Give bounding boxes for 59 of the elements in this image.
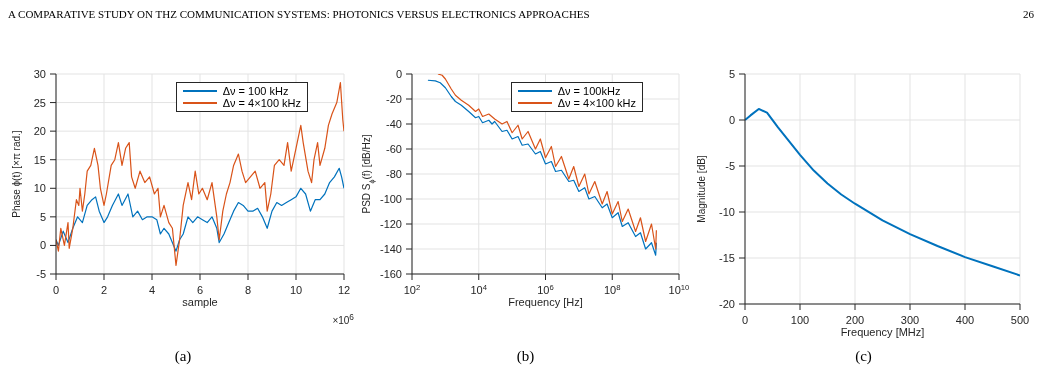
x-axis-title: sample xyxy=(182,296,218,308)
legend-label: Δν = 4×100 kHz xyxy=(222,97,301,109)
y-tick-label: -20 xyxy=(386,93,402,105)
y-tick-label: 0 xyxy=(728,114,735,126)
y-tick-label: -160 xyxy=(379,268,402,280)
x-tick-label: 0 xyxy=(741,314,749,326)
x-tick-label: 4 xyxy=(148,284,156,296)
line-series xyxy=(56,81,344,267)
y-tick-label: 0 xyxy=(39,239,46,252)
x-tick-label: 10$^{6}$ xyxy=(537,282,554,296)
text: (a) xyxy=(173,348,193,365)
y-tick-label: 30 xyxy=(33,68,46,80)
legend-label: Δν = 100 kHz xyxy=(222,85,289,97)
axis-multiplier: ×10$^{6}$ xyxy=(332,312,354,327)
x-tick-label: 10$^{8}$ xyxy=(603,282,621,296)
y-tick-label: -15 xyxy=(719,252,735,264)
text: A COMPARATIVE STUDY ON THZ COMMUNICATION SYSTEMS: PHOTONICS VERSUS ELECTRONICS APPROACHES xyxy=(8,8,590,22)
y-axis-title: Phase ϕ(t) [×π rad.] xyxy=(11,130,22,218)
x-tick-label: 6 xyxy=(196,284,204,296)
x-tick-label: 12 xyxy=(337,284,351,296)
y-tick-label: 0 xyxy=(395,68,402,80)
x-tick-label: 0 xyxy=(52,284,60,296)
y-tick-label: -5 xyxy=(725,160,735,172)
line-series xyxy=(745,107,1020,277)
text: (c) xyxy=(854,348,873,365)
y-tick-label: 15 xyxy=(33,153,46,166)
y-tick-label: -80 xyxy=(386,168,402,180)
y-tick-label: -140 xyxy=(379,243,402,255)
y-tick-label: -120 xyxy=(379,218,402,230)
y-tick-label: -10 xyxy=(719,206,735,218)
x-tick-label: 200 xyxy=(845,314,865,326)
line-series xyxy=(56,167,344,252)
y-tick-label: -60 xyxy=(386,143,402,155)
x-tick-label: 500 xyxy=(1010,314,1030,326)
x-tick-label: 100 xyxy=(790,314,810,326)
y-tick-label: 5 xyxy=(39,210,46,223)
x-tick-label: 400 xyxy=(955,314,975,326)
text: (b) xyxy=(515,348,536,365)
text: 26 xyxy=(1023,8,1034,22)
y-axis-title: Magnitude [dB] xyxy=(696,155,707,223)
x-tick-label: 10 xyxy=(289,284,303,296)
y-tick-label: -20 xyxy=(719,298,735,310)
x-tick-label: 10$^{2}$ xyxy=(403,282,421,296)
x-axis-title: Frequency [MHz] xyxy=(840,326,925,338)
y-tick-label: 25 xyxy=(33,96,46,109)
y-tick-label: 20 xyxy=(33,125,46,138)
x-axis-title: Frequency [Hz] xyxy=(508,296,583,308)
x-tick-label: 2 xyxy=(100,284,108,296)
legend-label: Δν = 4×100 kHz xyxy=(557,97,636,109)
y-tick-label: -40 xyxy=(386,118,402,130)
y-tick-label: 5 xyxy=(728,68,735,80)
legend-label: Δν = 100kHz xyxy=(557,85,621,97)
x-tick-label: 8 xyxy=(244,284,252,296)
y-tick-label: -5 xyxy=(36,268,46,280)
x-tick-label: 300 xyxy=(900,314,920,326)
x-tick-label: 10$^{10}$ xyxy=(668,282,690,296)
y-tick-label: 10 xyxy=(33,182,46,195)
y-tick-label: -100 xyxy=(379,193,402,205)
x-tick-label: 10$^{4}$ xyxy=(470,282,488,296)
